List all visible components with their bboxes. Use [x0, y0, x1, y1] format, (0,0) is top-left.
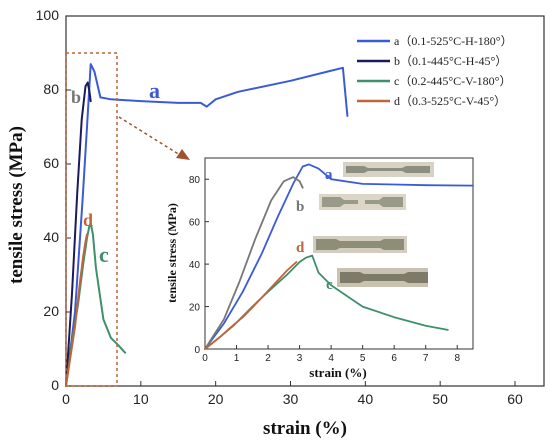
x-tick-label-6: 60 [507, 391, 523, 407]
legend-label-d: d（0.3-525°C-V-45°） [394, 94, 506, 108]
zoom-arrow-line [118, 116, 181, 156]
label-d-main: d [83, 210, 93, 230]
inset-x-tick-label-5: 5 [360, 353, 366, 364]
specimen-photo-b [319, 194, 406, 210]
inset-x-tick-label-2: 2 [265, 353, 271, 364]
inset-x-tick-label-0: 0 [202, 353, 208, 364]
legend-label-a: a（0.1-525°C-H-180°） [394, 34, 513, 48]
label-b-inset: b [296, 199, 304, 215]
y-tick-label-5: 100 [36, 7, 60, 23]
label-d-inset: d [296, 240, 305, 256]
x-tick-label-0: 0 [62, 391, 70, 407]
y-tick-label-3: 60 [43, 155, 59, 171]
inset-y-tick-label-4: 80 [189, 175, 201, 186]
legend: a（0.1-525°C-H-180°） b（0.1-445°C-H-45°） c… [357, 34, 513, 108]
y-tick-label-4: 80 [43, 81, 59, 97]
y-tick-label-0: 0 [51, 377, 59, 393]
x-axis-label: strain (%) [263, 418, 347, 439]
zoom-arrow-head [176, 149, 190, 160]
inset-series-line-b [204, 176, 304, 350]
series-line-b [65, 81, 92, 387]
x-tick-label-3: 30 [283, 391, 299, 407]
label-b-main: b [71, 87, 81, 107]
inset-y-tick-label-0: 0 [194, 345, 200, 356]
inset-x-tick-label-7: 7 [423, 353, 429, 364]
inset-background [202, 151, 474, 378]
inset-series-line-d [204, 261, 298, 350]
inset-plot-frame [204, 157, 474, 350]
inset-y-tick-label-1: 20 [189, 303, 201, 314]
inset-x-tick-label-3: 3 [297, 353, 303, 364]
x-tick-label-5: 50 [432, 391, 448, 407]
x-tick-label-1: 10 [133, 391, 149, 407]
inset-x-tick-label-6: 6 [391, 353, 397, 364]
legend-label-c: c（0.2-445°C-V-180°） [394, 74, 511, 88]
legend-label-b: b（0.1-445°C-H-45°） [394, 54, 507, 68]
series-line-a [65, 63, 349, 387]
specimen-photo-d [313, 236, 407, 253]
label-a-main: a [149, 78, 160, 103]
y-tick-label-1: 20 [43, 303, 59, 319]
inset-x-tick-label-8: 8 [454, 353, 460, 364]
inset-series-line-a [204, 163, 474, 350]
inset-x-tick-label-4: 4 [328, 353, 334, 364]
x-tick-label-4: 40 [358, 391, 374, 407]
label-c-inset: c [326, 277, 333, 293]
inset-x-tick-label-1: 1 [234, 353, 240, 364]
y-axis-label: tensile stress (MPa) [6, 126, 27, 284]
inset-y-axis-label: tensile stress (MPa) [165, 203, 179, 303]
inset-y-tick-label-3: 60 [189, 218, 201, 229]
specimen-photo-c [337, 268, 428, 287]
label-c-main: c [99, 242, 109, 267]
y-tick-label-2: 40 [43, 229, 59, 245]
x-tick-label-2: 20 [208, 391, 224, 407]
label-a-inset: a [325, 167, 333, 183]
inset-y-tick-label-2: 40 [189, 260, 201, 271]
inset-x-axis-label: strain (%) [309, 365, 366, 380]
specimen-photo-a [343, 162, 434, 177]
zoom-region-box [65, 52, 118, 387]
series-line-d [65, 233, 88, 387]
